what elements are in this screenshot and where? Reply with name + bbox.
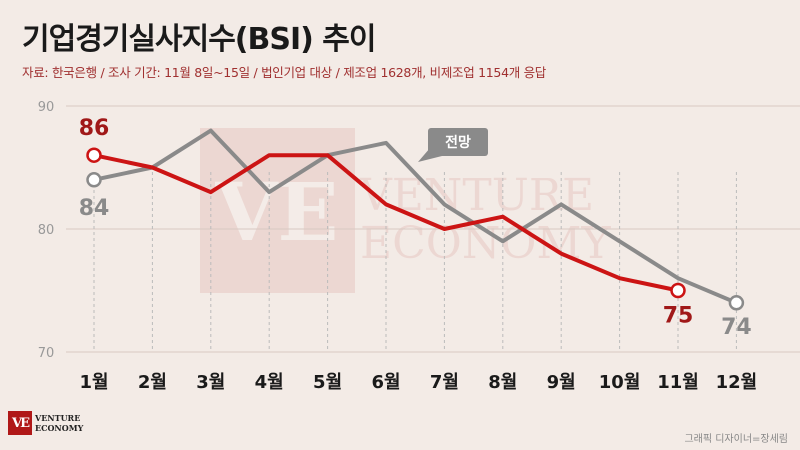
x-tick-label: 2월 [138, 372, 167, 393]
point-marker-forecast [728, 295, 745, 311]
y-tick-label: 70 [38, 346, 55, 361]
brand-logo: VE VENTURE ECONOMY [8, 411, 83, 435]
x-tick-label: 7월 [430, 372, 459, 393]
grid [66, 105, 800, 353]
x-tick-label: 6월 [371, 372, 400, 393]
logo-mark: VE [8, 411, 32, 435]
point-marker-actual [86, 147, 102, 163]
source-note: 자료: 한국은행 / 조사 기간: 11월 8일~15일 / 법인기업 대상 /… [22, 65, 546, 80]
callout-pointer [418, 148, 442, 162]
x-tick-label: 8월 [488, 372, 517, 393]
logo-line1: VENTURE [35, 413, 81, 423]
data-label-actual: 75 [663, 304, 694, 329]
x-tick-label: 12월 [716, 372, 758, 393]
logo-line2: ECONOMY [35, 423, 84, 433]
y-tick-label: 80 [38, 223, 55, 238]
logo-words: VENTURE ECONOMY [35, 413, 83, 433]
data-label-actual: 86 [79, 116, 110, 141]
callout-box [428, 128, 488, 156]
x-tick-label: 9월 [547, 372, 576, 393]
y-tick-label: 90 [38, 100, 55, 115]
series-lines [93, 128, 738, 305]
data-labels: 84 74 86 75 [79, 116, 752, 340]
data-label-forecast: 84 [79, 196, 110, 221]
watermark: VE VENTURE ECONOMY [200, 128, 611, 293]
point-marker-actual [670, 282, 686, 299]
graphic-credit: 그래픽 디자이너=장세림 [684, 434, 788, 445]
x-tick-label: 1월 [79, 372, 108, 393]
x-tick-label: 3월 [196, 372, 225, 393]
forecast-callout: 전망 [418, 128, 488, 162]
x-tick-label: 11월 [657, 372, 699, 393]
axes: 70 80 90 1월 2월 3월 4월 5월 6월 7월 8월 9월 10월 11월 12월 [38, 100, 757, 393]
series-points [86, 147, 745, 311]
series-line-actual [93, 153, 679, 293]
watermark-line2: ECONOMY [360, 218, 611, 269]
data-label-forecast: 74 [721, 315, 752, 340]
watermark-mark: VE [214, 165, 338, 259]
x-tick-label: 4월 [255, 372, 284, 393]
watermark-line1: VENTURE [359, 170, 594, 221]
series-line-forecast [93, 128, 738, 305]
point-marker-forecast [86, 172, 102, 188]
page-title: 기업경기실사지수(BSI) 추이 [22, 22, 377, 57]
x-tick-label: 5월 [313, 372, 342, 393]
x-tick-label: 10월 [599, 372, 641, 393]
callout-label: 전망 [445, 134, 471, 151]
